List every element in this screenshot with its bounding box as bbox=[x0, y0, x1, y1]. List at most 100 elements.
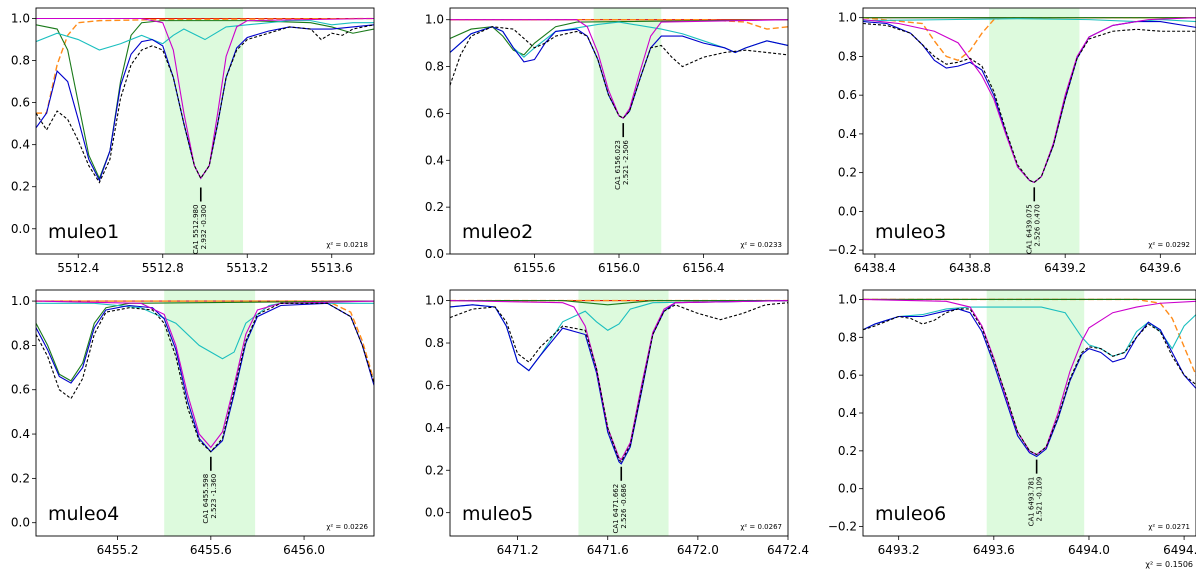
panel-label: muleo1 bbox=[48, 221, 119, 243]
fit-window-band bbox=[593, 8, 662, 254]
series-ca1-line bbox=[863, 298, 1196, 456]
series-observed-line bbox=[450, 26, 788, 119]
y-tick-label: 0.8 bbox=[11, 54, 30, 68]
x-tick-label: 5512.4 bbox=[57, 261, 99, 275]
series-observed-line bbox=[36, 302, 374, 453]
y-tick-label: 0.2 bbox=[838, 166, 857, 180]
y-tick-label: 1.0 bbox=[425, 294, 444, 308]
line-identification-label: 2.523 -1.360 bbox=[210, 474, 218, 519]
y-tick-label: 0.6 bbox=[838, 368, 857, 382]
series-observed-line bbox=[36, 24, 374, 184]
y-tick-label: 0.2 bbox=[425, 200, 444, 214]
series-total-line bbox=[863, 308, 1196, 458]
axes-frame bbox=[449, 289, 789, 537]
series-ca1-line bbox=[36, 300, 374, 449]
x-tick-label: 5513.6 bbox=[311, 261, 353, 275]
y-tick-label: 0.4 bbox=[425, 153, 444, 167]
y-tick-label: 1.0 bbox=[838, 11, 857, 25]
y-tick-label: 0.6 bbox=[11, 96, 30, 110]
chi-squared-label: χ² = 0.0226 bbox=[326, 523, 368, 531]
line-identification-label: 2.526 -0.686 bbox=[620, 483, 628, 528]
line-identification-label: CA1 6156.023 bbox=[614, 140, 622, 190]
x-tick-label: 6156.0 bbox=[598, 261, 640, 275]
y-tick-label: 0.6 bbox=[11, 383, 30, 397]
chi-squared-label: χ² = 0.0218 bbox=[326, 241, 368, 249]
x-tick-label: 6472.4 bbox=[767, 543, 809, 557]
x-tick-label: 6494.0 bbox=[1068, 543, 1110, 557]
series-ca1-line bbox=[450, 300, 788, 461]
series-observed-line bbox=[863, 308, 1196, 456]
y-tick-label: 0.0 bbox=[425, 247, 444, 261]
x-tick-label: 6438.8 bbox=[949, 261, 991, 275]
y-tick-label: 0.8 bbox=[11, 338, 30, 352]
x-tick-label: 5512.8 bbox=[142, 261, 184, 275]
series-orange-line bbox=[36, 300, 374, 382]
x-tick-label: 6493.2 bbox=[878, 543, 920, 557]
y-tick-label: 0.8 bbox=[838, 49, 857, 63]
x-tick-label: 6455.2 bbox=[97, 543, 139, 557]
chi-squared-label: χ² = 0.0233 bbox=[740, 241, 782, 249]
line-identification-label: 2.521 -0.109 bbox=[1036, 477, 1044, 522]
y-tick-label: −0.2 bbox=[828, 520, 857, 534]
line-identification-label: CA1 5512.980 bbox=[192, 205, 200, 255]
y-tick-label: 0.2 bbox=[425, 463, 444, 477]
series-cyan-line bbox=[863, 306, 1196, 357]
x-tick-label: 6455.6 bbox=[190, 543, 232, 557]
series-green-line bbox=[36, 20, 374, 180]
x-tick-label: 6471.6 bbox=[587, 543, 629, 557]
y-tick-label: 1.0 bbox=[425, 13, 444, 27]
panel-muleo4: 0.0 0.2 0.4 0.6 0.8 1.0 6455.2 6455.6 6456.0 CA1 … bbox=[11, 289, 375, 557]
line-identification-label: CA1 6439.075 bbox=[1025, 204, 1033, 254]
panel-label: muleo2 bbox=[462, 221, 533, 243]
line-identification-label: 2.521 -2.506 bbox=[622, 140, 630, 185]
x-tick-label: 6155.6 bbox=[514, 261, 556, 275]
chi-squared-label: χ² = 0.0292 bbox=[1148, 241, 1190, 249]
panel-label: muleo5 bbox=[462, 503, 533, 525]
series-ca1-line bbox=[36, 17, 374, 180]
line-identification-label: 2.526 0.470 bbox=[1033, 204, 1041, 246]
y-tick-label: 0.2 bbox=[838, 444, 857, 458]
y-tick-label: 0.4 bbox=[11, 138, 30, 152]
chi-squared-label: χ² = 0.0267 bbox=[740, 523, 782, 531]
fit-window-band bbox=[164, 8, 244, 254]
series-total-line bbox=[36, 302, 374, 453]
y-tick-label: 0.0 bbox=[838, 482, 857, 496]
series-cyan-line bbox=[36, 20, 374, 51]
y-tick-label: 0.2 bbox=[11, 471, 30, 485]
y-tick-label: 0.0 bbox=[11, 222, 30, 236]
line-identification-label: CA1 6455.598 bbox=[202, 474, 210, 524]
y-tick-label: 0.8 bbox=[838, 330, 857, 344]
x-tick-label: 6494.4 bbox=[1163, 543, 1196, 557]
axes-frame bbox=[862, 7, 1196, 255]
x-tick-label: 6493.6 bbox=[973, 543, 1015, 557]
y-tick-label: 0.6 bbox=[838, 88, 857, 102]
y-tick-label: 1.0 bbox=[11, 294, 30, 308]
line-identification-label: CA1 6471.662 bbox=[612, 484, 620, 534]
axes-frame bbox=[35, 7, 375, 255]
panel-muleo5: 0.0 0.2 0.4 0.6 0.8 1.0 6471.2 6471.6 6472.0 6472… bbox=[425, 289, 809, 557]
chi-squared-label: χ² = 0.0271 bbox=[1148, 523, 1190, 531]
x-tick-label: 6456.0 bbox=[283, 543, 325, 557]
y-tick-label: 0.6 bbox=[425, 106, 444, 120]
y-tick-label: 0.2 bbox=[11, 180, 30, 194]
y-tick-label: −0.2 bbox=[828, 243, 857, 257]
x-tick-label: 6472.0 bbox=[677, 543, 719, 557]
y-tick-label: 0.4 bbox=[838, 127, 857, 141]
y-tick-label: 1.0 bbox=[11, 12, 30, 26]
line-identification-label: CA1 6493.781 bbox=[1028, 477, 1036, 527]
x-tick-label: 5513.2 bbox=[226, 261, 268, 275]
series-green-line bbox=[450, 300, 788, 306]
line-identification-label: 2.932 -0.300 bbox=[200, 205, 208, 250]
y-tick-label: 0.4 bbox=[425, 421, 444, 435]
y-tick-label: 0.0 bbox=[425, 506, 444, 520]
panel-muleo1: 0.0 0.2 0.4 0.6 0.8 1.0 5512.4 5512.8 5513.2 5513… bbox=[11, 7, 375, 275]
y-tick-label: 0.4 bbox=[838, 406, 857, 420]
y-tick-label: 1.0 bbox=[838, 292, 857, 306]
x-tick-label: 6156.4 bbox=[683, 261, 725, 275]
y-tick-label: 0.0 bbox=[838, 204, 857, 218]
fit-window-band bbox=[989, 8, 1080, 254]
axes-frame bbox=[35, 289, 375, 537]
panel-label: muleo3 bbox=[875, 221, 946, 243]
series-green-line bbox=[36, 300, 374, 382]
panel-label: muleo6 bbox=[875, 503, 946, 525]
